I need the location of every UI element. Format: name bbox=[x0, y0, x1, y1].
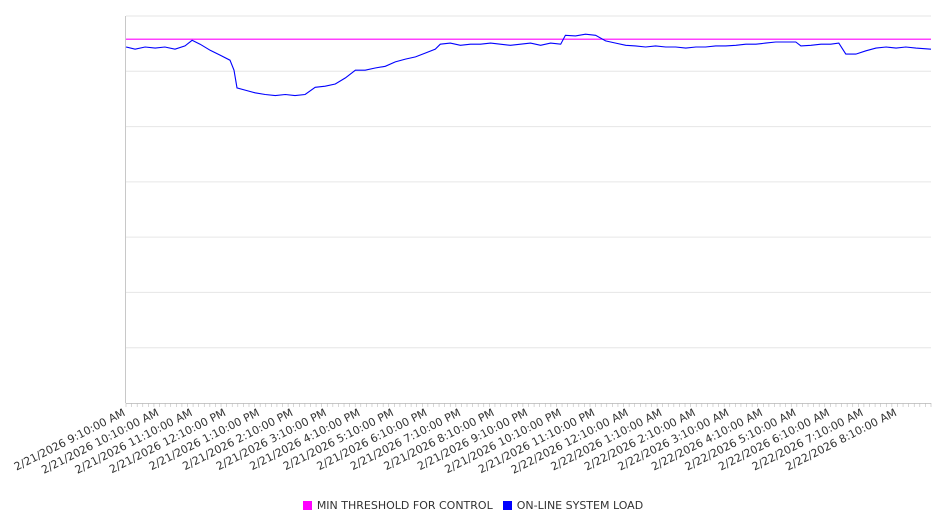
legend-label-load: ON-LINE SYSTEM LOAD bbox=[516, 499, 644, 512]
legend-label-threshold: MIN THRESHOLD FOR CONTROL bbox=[316, 499, 493, 512]
legend: MIN THRESHOLD FOR CONTROL ON-LINE SYSTEM… bbox=[0, 499, 946, 512]
legend-item-threshold: MIN THRESHOLD FOR CONTROL bbox=[302, 499, 493, 512]
legend-item-load: ON-LINE SYSTEM LOAD bbox=[502, 499, 644, 512]
system-load-line bbox=[125, 33, 932, 97]
legend-swatch-load bbox=[502, 501, 512, 510]
legend-swatch-threshold bbox=[302, 501, 312, 510]
